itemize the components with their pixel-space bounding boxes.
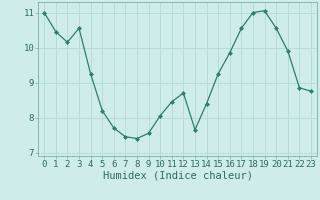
X-axis label: Humidex (Indice chaleur): Humidex (Indice chaleur)	[103, 171, 252, 181]
